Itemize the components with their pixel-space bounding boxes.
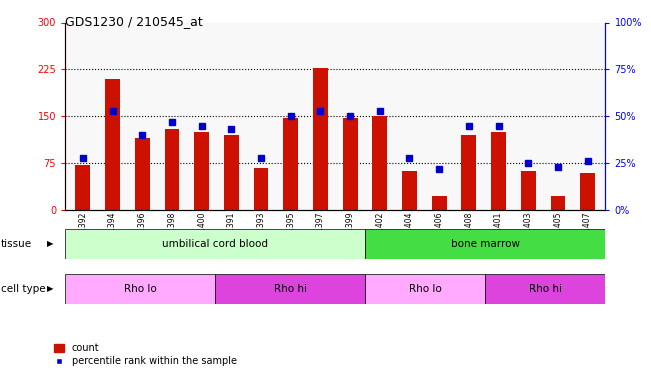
Bar <box>165 129 180 210</box>
Bar <box>194 132 209 210</box>
Text: ▶: ▶ <box>47 284 53 293</box>
Bar <box>215 274 365 304</box>
Bar <box>65 274 215 304</box>
Bar <box>551 196 565 210</box>
Text: GDS1230 / 210545_at: GDS1230 / 210545_at <box>65 15 203 28</box>
Legend: count, percentile rank within the sample: count, percentile rank within the sample <box>50 339 241 370</box>
Bar <box>224 135 239 210</box>
Bar <box>365 229 605 259</box>
Bar <box>521 171 536 210</box>
Bar <box>462 135 477 210</box>
Bar <box>432 196 447 210</box>
Text: Rho lo: Rho lo <box>124 284 156 294</box>
Bar <box>283 117 298 210</box>
Bar <box>342 117 357 210</box>
Bar <box>402 171 417 210</box>
Bar <box>580 172 595 210</box>
Bar <box>135 138 150 210</box>
Text: Rho lo: Rho lo <box>409 284 441 294</box>
Text: bone marrow: bone marrow <box>451 239 520 249</box>
Bar <box>365 274 486 304</box>
Bar <box>65 229 365 259</box>
Bar <box>372 116 387 210</box>
Text: tissue: tissue <box>1 239 32 249</box>
Text: Rho hi: Rho hi <box>273 284 307 294</box>
Bar <box>491 132 506 210</box>
Bar <box>486 274 605 304</box>
Bar <box>105 79 120 210</box>
Text: cell type: cell type <box>1 284 46 294</box>
Text: Rho hi: Rho hi <box>529 284 562 294</box>
Bar <box>313 68 328 210</box>
Bar <box>76 165 90 210</box>
Bar <box>254 168 268 210</box>
Text: ▶: ▶ <box>47 239 53 248</box>
Text: umbilical cord blood: umbilical cord blood <box>162 239 268 249</box>
